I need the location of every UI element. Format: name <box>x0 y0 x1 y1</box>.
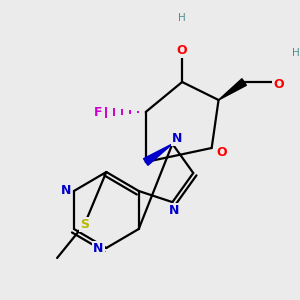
Text: N: N <box>169 204 180 217</box>
Text: O: O <box>216 146 227 160</box>
Text: O: O <box>177 44 188 56</box>
Text: O: O <box>273 77 284 91</box>
Text: N: N <box>93 242 103 254</box>
Polygon shape <box>219 79 246 100</box>
Text: N: N <box>172 132 182 146</box>
Text: H: H <box>292 48 300 58</box>
Text: F: F <box>94 106 103 118</box>
Text: H: H <box>178 13 186 23</box>
Polygon shape <box>143 144 172 165</box>
Text: S: S <box>80 218 89 230</box>
Text: N: N <box>61 184 71 197</box>
